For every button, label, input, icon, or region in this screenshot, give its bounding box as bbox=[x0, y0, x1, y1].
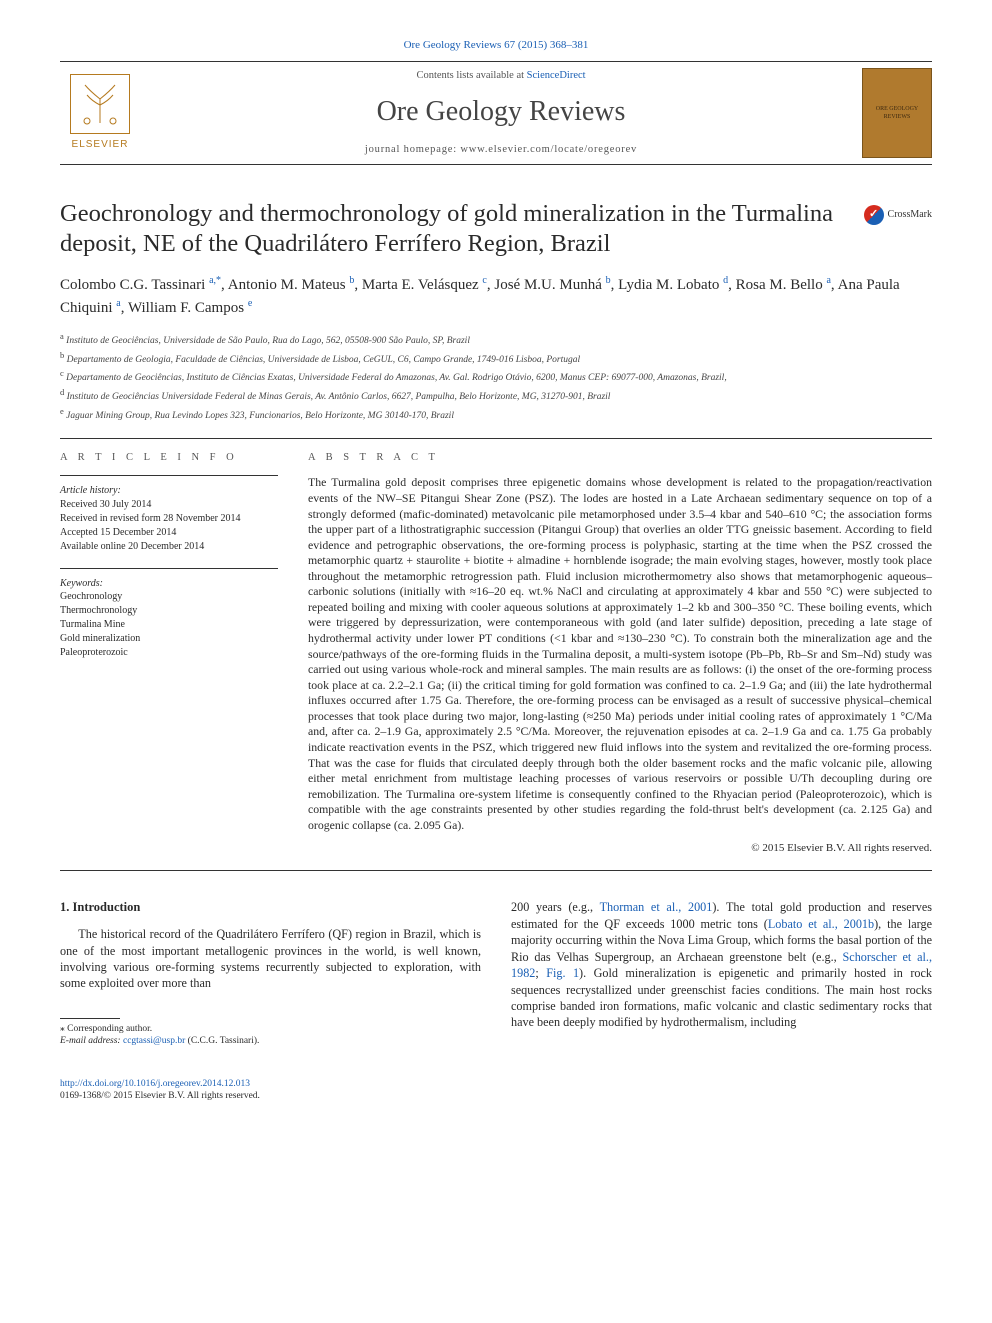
history-entry: Received in revised form 28 November 201… bbox=[60, 512, 278, 526]
ref-lobato-2001b[interactable]: Lobato et al., 2001b bbox=[768, 917, 874, 931]
ref-thorman-2001[interactable]: Thorman et al., 2001 bbox=[600, 900, 713, 914]
author: Rosa M. Bello a bbox=[736, 277, 831, 293]
abstract-heading: A B S T R A C T bbox=[308, 451, 932, 465]
elsevier-wordmark: ELSEVIER bbox=[72, 138, 129, 152]
email-label: E-mail address: bbox=[60, 1036, 123, 1046]
author: José M.U. Munhá b bbox=[494, 277, 610, 293]
section-heading-introduction: 1. Introduction bbox=[60, 899, 481, 916]
email-suffix: (C.C.G. Tassinari). bbox=[185, 1036, 259, 1046]
keywords-label: Keywords: bbox=[60, 577, 278, 591]
keyword-entry: Paleoproterozoic bbox=[60, 646, 278, 660]
citation-header: Ore Geology Reviews 67 (2015) 368–381 bbox=[60, 38, 932, 53]
history-label: Article history: bbox=[60, 484, 278, 498]
keyword-entry: Geochronology bbox=[60, 590, 278, 604]
journal-name: Ore Geology Reviews bbox=[150, 93, 852, 131]
sciencedirect-link[interactable]: ScienceDirect bbox=[527, 70, 586, 81]
author: Colombo C.G. Tassinari a,* bbox=[60, 277, 221, 293]
keyword-entry: Gold mineralization bbox=[60, 632, 278, 646]
history-entry: Available online 20 December 2014 bbox=[60, 540, 278, 554]
intro-paragraph-col1: The historical record of the Quadriláter… bbox=[60, 926, 481, 992]
crossmark-icon: ✓ bbox=[864, 205, 884, 225]
affiliation: b Departamento de Geologia, Faculdade de… bbox=[60, 349, 932, 368]
ref-fig-1[interactable]: Fig. 1 bbox=[546, 966, 579, 980]
abstract-bottom-divider bbox=[60, 870, 932, 871]
corresponding-author-footnote: ⁎ Corresponding author. E-mail address: … bbox=[60, 1023, 481, 1048]
affiliation: c Departamento de Geociências, Instituto… bbox=[60, 367, 932, 386]
intro-paragraph-col2: 200 years (e.g., Thorman et al., 2001). … bbox=[511, 899, 932, 1031]
history-entry: Accepted 15 December 2014 bbox=[60, 526, 278, 540]
elsevier-tree-icon bbox=[70, 74, 130, 134]
author: Antonio M. Mateus b bbox=[228, 277, 355, 293]
issn-line: 0169-1368/© 2015 Elsevier B.V. All right… bbox=[60, 1091, 260, 1101]
keyword-entry: Thermochronology bbox=[60, 604, 278, 618]
journal-cover-thumbnail: ORE GEOLOGY REVIEWS bbox=[862, 68, 932, 158]
email-link[interactable]: ccgtassi@usp.br bbox=[123, 1036, 185, 1046]
copyright-line: © 2015 Elsevier B.V. All rights reserved… bbox=[308, 841, 932, 856]
article-history-block: Article history: Received 30 July 2014Re… bbox=[60, 475, 278, 554]
homepage-label: journal homepage: bbox=[365, 144, 460, 155]
article-info-heading: A R T I C L E I N F O bbox=[60, 451, 278, 465]
elsevier-logo: ELSEVIER bbox=[60, 68, 140, 158]
author: William F. Campos e bbox=[128, 300, 252, 316]
author: Marta E. Velásquez c bbox=[362, 277, 487, 293]
keyword-entry: Turmalina Mine bbox=[60, 618, 278, 632]
homepage-url[interactable]: www.elsevier.com/locate/oregeorev bbox=[460, 144, 637, 155]
section-divider bbox=[60, 438, 932, 439]
contents-lists-line: Contents lists available at ScienceDirec… bbox=[150, 69, 852, 83]
contents-prefix: Contents lists available at bbox=[416, 70, 526, 81]
masthead: ELSEVIER Contents lists available at Sci… bbox=[60, 62, 932, 165]
article-title: Geochronology and thermochronology of go… bbox=[60, 199, 864, 259]
crossmark-label: CrossMark bbox=[888, 208, 932, 222]
crossmark-badge[interactable]: ✓ CrossMark bbox=[864, 205, 932, 225]
doi-block: http://dx.doi.org/10.1016/j.oregeorev.20… bbox=[60, 1078, 481, 1104]
history-entry: Received 30 July 2014 bbox=[60, 498, 278, 512]
keywords-block: Keywords: GeochronologyThermochronologyT… bbox=[60, 568, 278, 661]
intro-col2-mid3: ; bbox=[535, 966, 546, 980]
author: Lydia M. Lobato d bbox=[618, 277, 728, 293]
affiliation: d Instituto de Geociências Universidade … bbox=[60, 386, 932, 405]
doi-link[interactable]: http://dx.doi.org/10.1016/j.oregeorev.20… bbox=[60, 1079, 250, 1089]
affiliations-list: a Instituto de Geociências, Universidade… bbox=[60, 330, 932, 425]
affiliation: a Instituto de Geociências, Universidade… bbox=[60, 330, 932, 349]
intro-col2-pre: 200 years (e.g., bbox=[511, 900, 600, 914]
journal-homepage-line: journal homepage: www.elsevier.com/locat… bbox=[150, 143, 852, 157]
abstract-text: The Turmalina gold deposit comprises thr… bbox=[308, 475, 932, 833]
corresponding-label: ⁎ Corresponding author. bbox=[60, 1024, 152, 1034]
footnote-divider bbox=[60, 1018, 120, 1019]
affiliation: e Jaguar Mining Group, Rua Levindo Lopes… bbox=[60, 405, 932, 424]
authors-list: Colombo C.G. Tassinari a,*, Antonio M. M… bbox=[60, 273, 932, 320]
